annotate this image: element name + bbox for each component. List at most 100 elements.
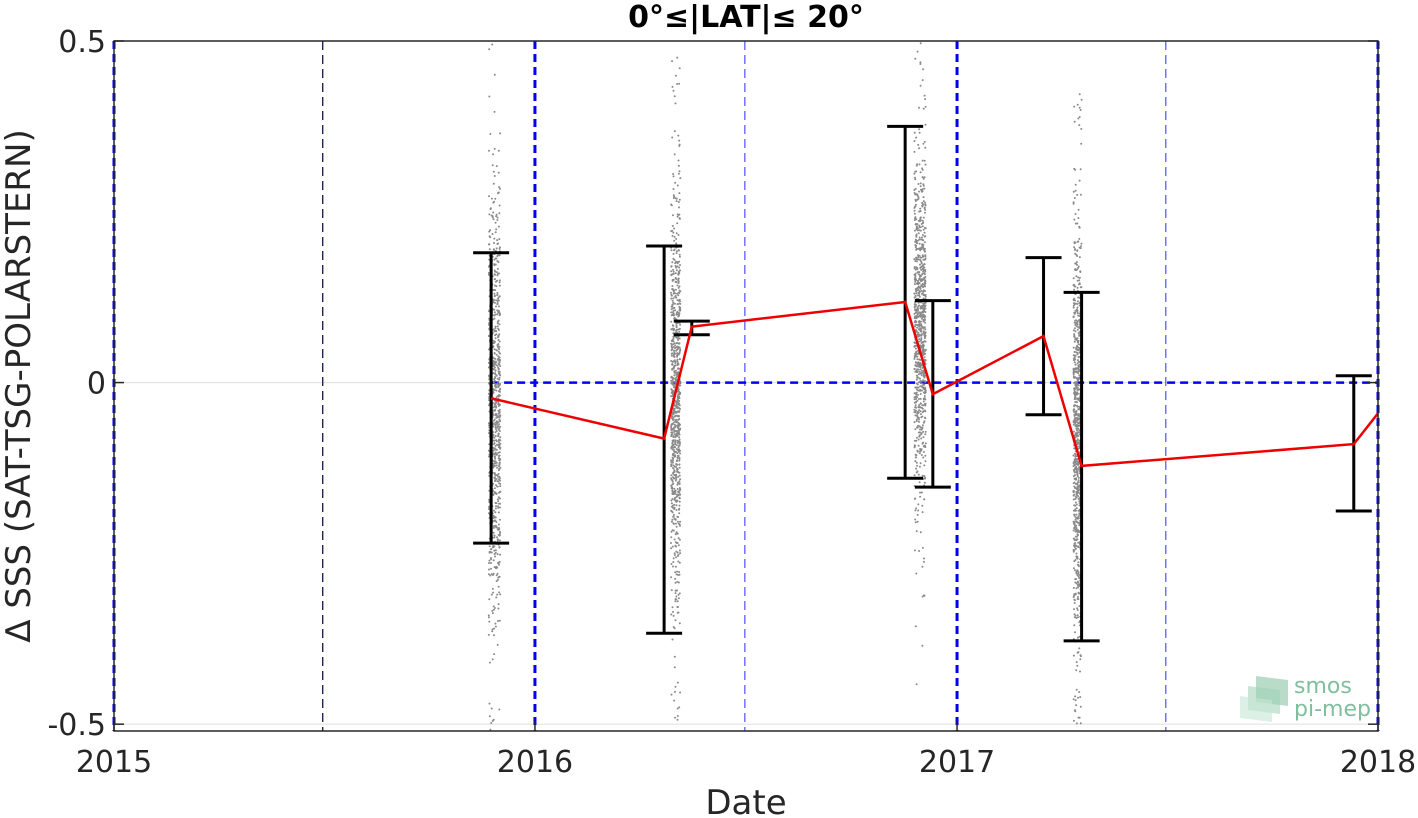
scatter-point: [676, 358, 679, 361]
scatter-point: [1072, 423, 1075, 426]
scatter-point: [496, 293, 499, 296]
scatter-point: [914, 456, 917, 459]
scatter-point: [1077, 572, 1080, 575]
scatter-point: [495, 464, 498, 467]
scatter-point: [678, 463, 681, 466]
scatter-point: [674, 261, 677, 264]
scatter-point: [673, 407, 676, 410]
scatter-point: [497, 576, 500, 579]
scatter-point: [488, 455, 490, 458]
scatter-point: [914, 354, 917, 357]
scatter-point: [497, 339, 500, 341]
scatter-point: [496, 303, 499, 306]
scatter-point: [1074, 396, 1077, 399]
scatter-point: [924, 146, 927, 149]
scatter-point: [672, 327, 675, 330]
scatter-point: [672, 529, 675, 532]
scatter-point: [678, 561, 681, 564]
scatter-point: [675, 573, 678, 576]
scatter-point: [921, 234, 924, 236]
scatter-point: [498, 423, 501, 426]
scatter-point: [497, 362, 500, 365]
scatter-point: [677, 440, 680, 443]
scatter-point: [495, 285, 498, 288]
scatter-point: [919, 275, 921, 278]
scatter-point: [1072, 469, 1075, 471]
scatter-point: [924, 204, 927, 207]
scatter-point: [913, 140, 916, 142]
scatter-point: [1073, 387, 1076, 390]
scatter-point: [498, 311, 501, 314]
scatter-point: [498, 204, 501, 207]
scatter-point: [917, 254, 920, 257]
scatter-point: [1078, 334, 1081, 337]
scatter-point: [496, 267, 499, 270]
scatter-point: [670, 376, 673, 379]
scatter-point: [1073, 452, 1076, 455]
scatter-point: [916, 450, 919, 453]
scatter-point: [670, 391, 673, 394]
scatter-point: [1076, 286, 1079, 289]
scatter-point: [495, 416, 498, 419]
scatter-point: [677, 315, 680, 318]
scatter-point: [1076, 300, 1079, 303]
scatter-point: [916, 436, 918, 439]
scatter-point: [916, 279, 919, 282]
scatter-point: [675, 589, 677, 592]
scatter-point: [670, 474, 673, 477]
scatter-point: [670, 547, 673, 550]
scatter-point: [678, 504, 681, 507]
scatter-point: [492, 509, 495, 512]
scatter-point: [1079, 705, 1082, 708]
scatter-point: [919, 393, 922, 395]
scatter-point: [677, 475, 680, 478]
scatter-point: [676, 542, 679, 544]
scatter-point: [924, 454, 927, 457]
scatter-point: [1073, 197, 1076, 199]
scatter-point: [922, 184, 925, 187]
scatter-point: [492, 381, 495, 384]
scatter-point: [913, 212, 916, 215]
scatter-point: [494, 385, 497, 388]
scatter-point: [1078, 279, 1081, 282]
scatter-point: [678, 312, 681, 315]
scatter-point: [493, 634, 495, 637]
scatter-point: [676, 341, 679, 344]
scatter-point: [919, 462, 922, 465]
scatter-point: [916, 267, 919, 269]
scatter-point: [1072, 520, 1075, 523]
scatter-point: [917, 301, 920, 304]
scatter-point: [676, 580, 679, 583]
scatter-point: [914, 497, 917, 500]
scatter-point: [914, 319, 917, 322]
scatter-point: [675, 252, 678, 255]
scatter-point: [1074, 183, 1077, 186]
scatter-point: [677, 537, 680, 540]
scatter-point: [1073, 327, 1076, 330]
scatter-point: [1075, 308, 1078, 311]
scatter-point: [498, 212, 501, 215]
scatter-point: [1075, 348, 1078, 351]
scatter-point: [923, 560, 925, 563]
scatter-point: [488, 374, 490, 377]
scatter-point: [670, 461, 673, 463]
scatter-point: [672, 188, 675, 190]
scatter-point: [920, 248, 923, 251]
scatter-point: [923, 481, 926, 484]
scatter-point: [493, 294, 496, 297]
scatter-point: [492, 574, 494, 576]
scatter-point: [919, 368, 922, 371]
scatter-point: [678, 292, 681, 294]
scatter-point: [673, 451, 676, 454]
scatter-point: [923, 140, 926, 143]
scatter-point: [1076, 475, 1079, 478]
scatter-point: [494, 402, 497, 405]
scatter-point: [1075, 552, 1078, 555]
scatter-point: [921, 411, 924, 414]
scatter-point: [1076, 557, 1079, 560]
scatter-point: [922, 436, 925, 439]
scatter-point: [923, 293, 926, 296]
scatter-point: [493, 549, 496, 552]
scatter-point: [916, 194, 919, 197]
scatter-point: [494, 373, 497, 376]
